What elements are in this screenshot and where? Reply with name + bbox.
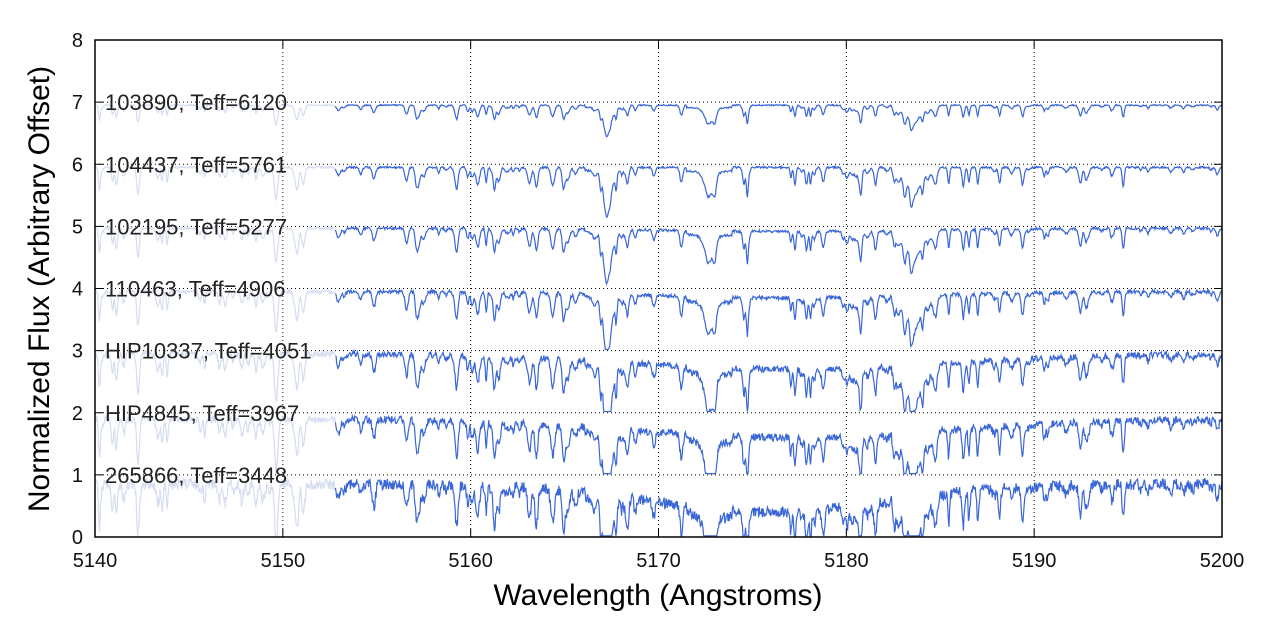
series-5: [94, 413, 1223, 475]
series-layer: [94, 103, 1223, 537]
x-tick-label: 5170: [636, 550, 681, 572]
series-label: 265866, Teff=3448: [105, 463, 287, 488]
y-tick-label: 3: [72, 341, 83, 363]
series-label: 103890, Teff=6120: [105, 90, 287, 115]
series-line: [334, 103, 1223, 138]
series-line-faded: [94, 103, 336, 126]
series-line-faded: [94, 348, 336, 402]
series-label: 104437, Teff=5761: [105, 152, 287, 177]
series-line: [334, 225, 1223, 286]
y-tick-label: 0: [72, 527, 83, 549]
y-tick-label: 4: [72, 279, 83, 301]
y-axis-title: Normalized Flux (Arbitrary Offset): [23, 66, 56, 512]
series-6: [94, 477, 1223, 537]
series-line: [335, 348, 1223, 414]
series-line-faded: [94, 224, 336, 263]
y-tick-label: 2: [72, 403, 83, 425]
x-axis-ticks: 5140 5150 5160 5170 5180 5190 5200: [73, 40, 1245, 572]
series-label: HIP10337, Teff=4051: [105, 339, 312, 364]
x-tick-label: 5180: [824, 550, 869, 572]
series-line-faded: [94, 477, 336, 537]
series-0: [94, 103, 1223, 138]
x-tick-label: 5150: [261, 550, 306, 572]
y-tick-label: 5: [72, 216, 83, 238]
series-label: HIP4845, Teff=3967: [105, 401, 299, 426]
y-axis-ticks: 0 1 2 3 4 5 6 7 8: [72, 30, 1222, 549]
series-label: 110463, Teff=4906: [105, 277, 285, 302]
series-4: [94, 348, 1223, 414]
x-tick-label: 5190: [1012, 550, 1057, 572]
series-line: [334, 287, 1223, 350]
series-3: [94, 287, 1223, 350]
series-line-faded: [94, 413, 336, 474]
series-line-faded: [94, 287, 336, 332]
x-tick-label: 5160: [448, 550, 493, 572]
y-tick-label: 7: [72, 92, 83, 114]
y-tick-label: 8: [72, 30, 83, 52]
grid-lines: [95, 40, 1222, 537]
series-2: [94, 224, 1223, 286]
series-line: [334, 477, 1223, 537]
x-axis-title: Wavelength (Angstroms): [493, 579, 822, 612]
x-tick-label: 5140: [73, 550, 118, 572]
series-1: [94, 164, 1223, 218]
series-line-faded: [94, 165, 336, 202]
series-line: [334, 413, 1223, 475]
x-tick-label: 5200: [1200, 550, 1245, 572]
series-label: 102195, Teff=5277: [105, 214, 287, 239]
y-tick-label: 1: [72, 465, 83, 487]
series-line: [334, 164, 1223, 218]
y-tick-label: 6: [72, 154, 83, 176]
series-label-layer: 103890, Teff=6120 104437, Teff=5761 102195…: [105, 90, 312, 488]
